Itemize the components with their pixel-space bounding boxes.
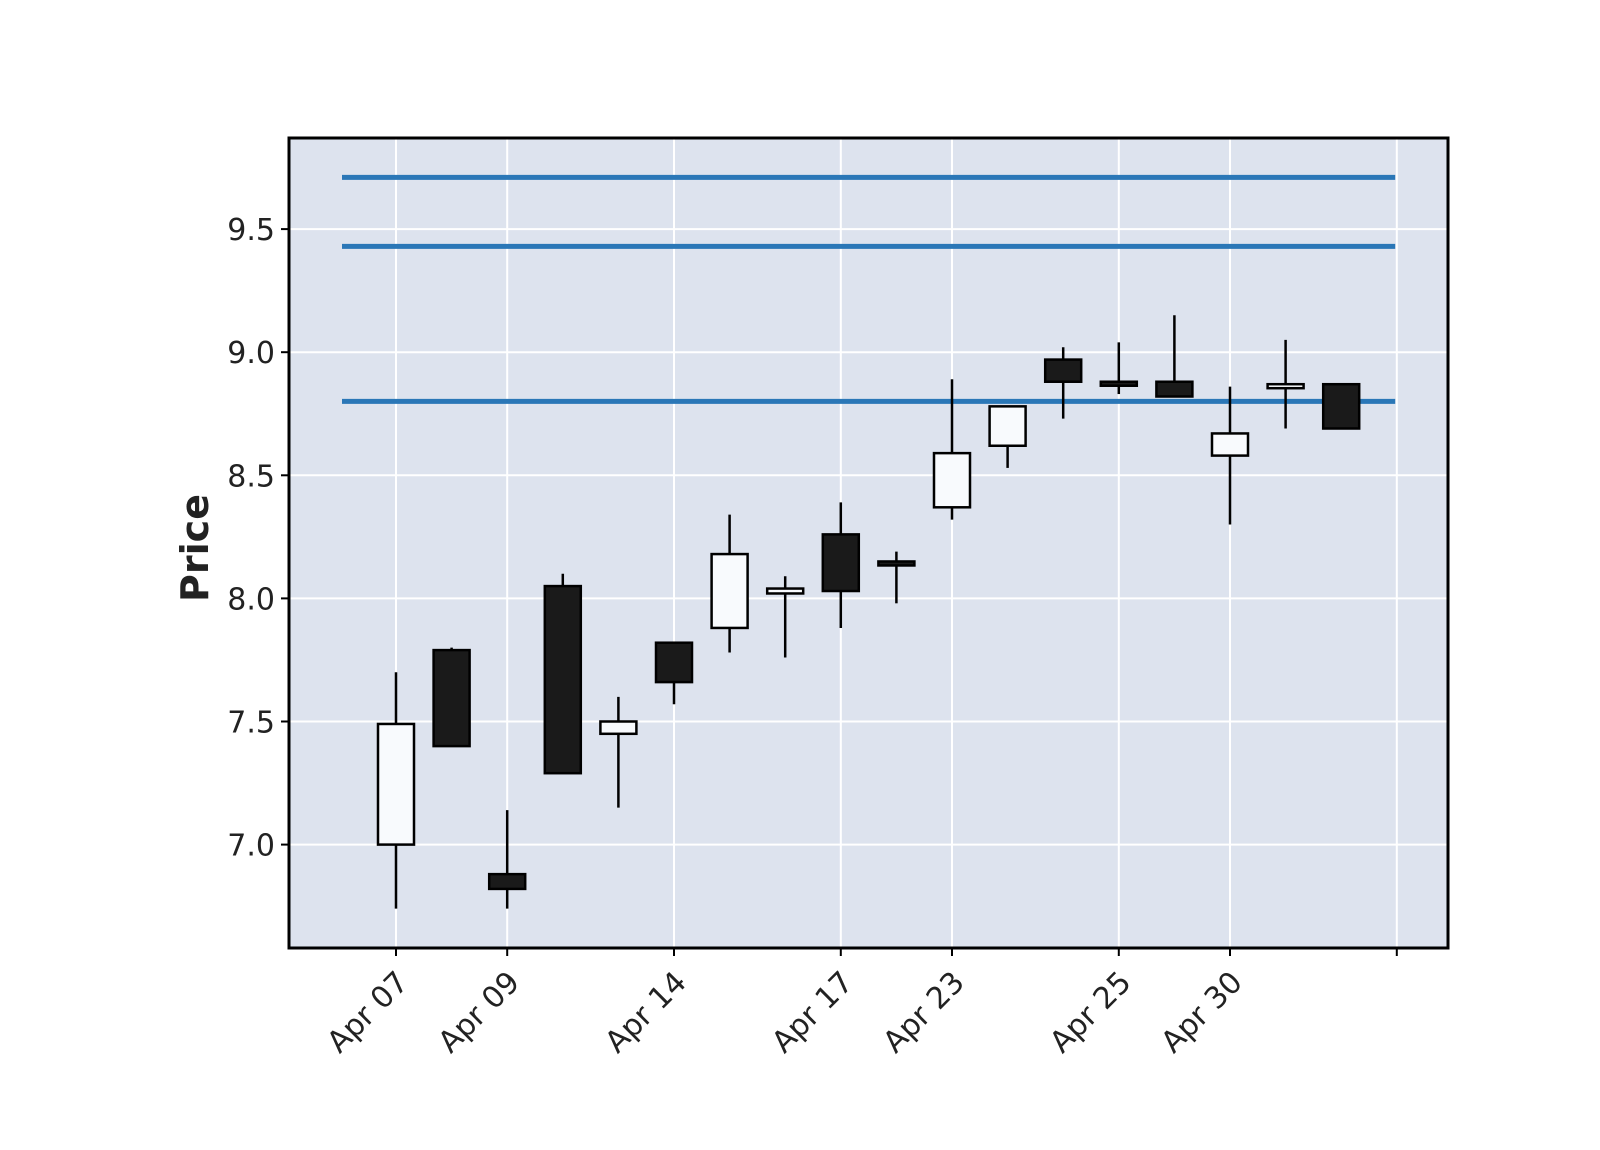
candle: [1266, 339, 1305, 429]
candle-body: [1043, 358, 1083, 383]
x-tick-label: Apr 07: [320, 965, 415, 1060]
candle-body: [543, 584, 583, 775]
y-tick-label: 7.5: [227, 705, 275, 740]
grid-lines: [289, 138, 1448, 948]
candle: [1210, 386, 1250, 525]
y-tick-label: 8.0: [227, 582, 275, 617]
candle-body: [1099, 380, 1139, 387]
y-tick-label: 9.5: [227, 213, 275, 248]
candle: [877, 551, 916, 604]
candle: [710, 514, 749, 653]
candle-body: [599, 720, 638, 736]
candle: [1099, 342, 1139, 395]
x-tick-label: Apr 25: [1043, 965, 1138, 1060]
y-tick-label: 7.0: [227, 829, 275, 864]
x-axis: Apr 07 Apr 09 Apr 14 Apr 17 Apr 23 Apr 25 Apr …: [320, 948, 1398, 1060]
candle-body: [710, 552, 749, 630]
y-tick-label: 8.5: [227, 459, 275, 494]
plot-area: [289, 138, 1448, 948]
candles: [376, 315, 1361, 909]
candle: [1043, 347, 1083, 419]
candle-body: [1210, 432, 1250, 457]
x-tick-label: Apr 30: [1154, 965, 1249, 1060]
plot-frame: [287, 136, 1450, 950]
candle: [821, 502, 861, 628]
candle: [543, 573, 583, 775]
candle-body: [1321, 382, 1361, 430]
candle-body: [877, 560, 916, 567]
x-tick-label: Apr 09: [432, 965, 527, 1060]
candle-body: [988, 405, 1027, 448]
y-axis: 7.0 7.5 8.0 8.5 9.0 9.5: [227, 213, 289, 864]
candle: [932, 379, 972, 520]
candle-body: [932, 451, 972, 509]
candle-body: [376, 722, 416, 846]
candle: [432, 647, 471, 748]
x-tick-label: Apr 17: [765, 965, 860, 1060]
y-axis-title: Price: [173, 494, 217, 602]
candle-body: [1155, 380, 1194, 398]
y-tick-label: 9.0: [227, 336, 275, 371]
candle: [1321, 382, 1361, 430]
candle: [376, 672, 416, 909]
candle: [765, 576, 805, 658]
candle: [988, 405, 1027, 468]
candle: [1155, 315, 1194, 398]
candle-body: [487, 872, 527, 891]
candle-body: [654, 641, 694, 684]
candle-body: [765, 587, 805, 595]
candle: [487, 810, 527, 909]
candle-body: [432, 648, 471, 748]
candle: [599, 696, 638, 808]
x-tick-label: Apr 14: [598, 965, 693, 1060]
candle-body: [821, 533, 861, 593]
x-tick-label: Apr 23: [876, 965, 971, 1060]
candle-body: [1266, 382, 1305, 390]
candle: [654, 641, 694, 705]
horizontal-reference-lines: [342, 174, 1396, 404]
